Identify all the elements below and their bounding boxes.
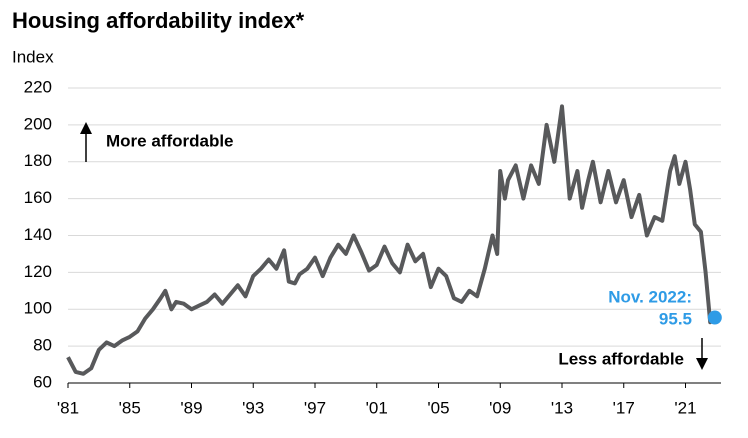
chart-title: Housing affordability index* <box>12 8 305 33</box>
x-tick-label: '13 <box>551 398 573 417</box>
annotation: Nov. 2022: <box>608 287 692 306</box>
y-tick-label: 120 <box>24 262 52 281</box>
x-tick-label: '97 <box>304 398 326 417</box>
x-tick-label: '21 <box>674 398 696 417</box>
annotation: 95.5 <box>659 309 692 328</box>
x-tick-label: '05 <box>427 398 449 417</box>
x-tick-label: '85 <box>119 398 141 417</box>
x-tick-label: '01 <box>366 398 388 417</box>
arrow-head <box>696 358 708 370</box>
y-tick-label: 60 <box>33 372 52 391</box>
y-tick-label: 180 <box>24 151 52 170</box>
y-tick-label: 160 <box>24 188 52 207</box>
last-point <box>707 310 722 325</box>
y-tick-label: 200 <box>24 114 52 133</box>
annotation: More affordable <box>106 131 234 150</box>
x-tick-label: '09 <box>489 398 511 417</box>
y-tick-label: 100 <box>24 299 52 318</box>
x-tick-label: '17 <box>613 398 635 417</box>
x-tick-label: '89 <box>180 398 202 417</box>
x-tick-label: '81 <box>57 398 79 417</box>
y-tick-label: 140 <box>24 225 52 244</box>
series-line <box>66 104 717 376</box>
annotation: Less affordable <box>558 349 684 368</box>
y-axis-label: Index <box>12 47 54 66</box>
arrow-head <box>80 122 92 134</box>
y-tick-label: 220 <box>24 77 52 96</box>
y-tick-label: 80 <box>33 336 52 355</box>
x-tick-label: '93 <box>242 398 264 417</box>
